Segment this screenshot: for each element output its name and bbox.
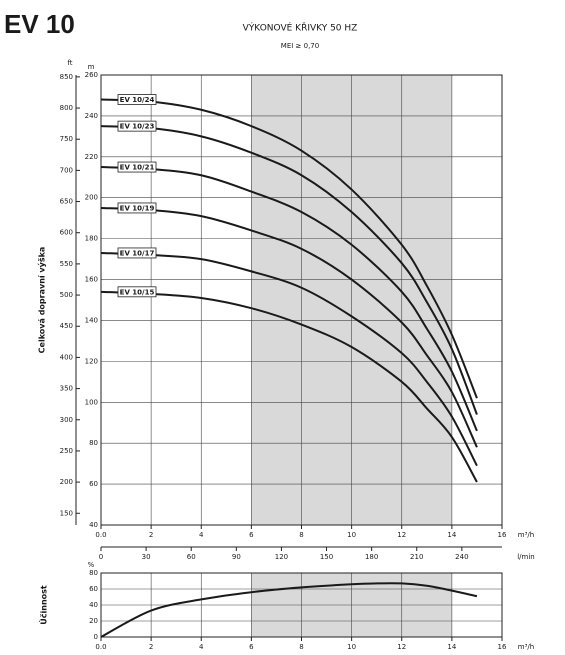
curve (100, 206, 478, 448)
y-tick-label: 140 (85, 316, 98, 324)
curve-label-box (117, 286, 157, 298)
curve-label-box (117, 202, 157, 214)
x-tick-label: 14 (447, 643, 456, 651)
y-tick-label: 40 (89, 521, 98, 529)
curve-label: EV 10/15 (120, 288, 155, 296)
y-tick-label: 60 (89, 585, 98, 593)
y-unit: % (88, 561, 95, 569)
y2-tick-label: 550 (60, 260, 73, 268)
x2-tick-label: 240 (455, 553, 468, 561)
x-tick-label: 4 (199, 643, 204, 651)
y-unit: m (88, 63, 95, 71)
curve-label: EV 10/23 (120, 123, 155, 131)
y-tick-label: 160 (85, 276, 98, 284)
x2-tick-label: 180 (365, 553, 378, 561)
y-axis-label: Celková dopravní výška (37, 247, 47, 354)
x2-tick-label: 210 (410, 553, 423, 561)
y-tick-label: 20 (89, 617, 98, 625)
chart-title: VÝKONOVÉ KŘIVKY 50 HZ (243, 22, 358, 34)
y2-tick-label: 600 (60, 229, 73, 237)
y-tick-label: 200 (85, 194, 98, 202)
x-tick-label: 12 (397, 643, 406, 651)
curve-label-box (117, 94, 157, 105)
x-unit: m³/h (518, 531, 534, 539)
x-tick-label: 12 (397, 531, 406, 539)
curve-label-box (117, 247, 157, 259)
x2-tick-label: 90 (232, 553, 241, 561)
y2-unit: ft (67, 59, 72, 67)
x-tick-label: 0.0 (95, 643, 106, 651)
x-tick-label: 16 (498, 643, 507, 651)
curve (100, 251, 478, 467)
curve (100, 166, 478, 432)
y-tick-label: 40 (89, 601, 98, 609)
y-tick-label: 220 (85, 153, 98, 161)
x-tick-label: 6 (249, 531, 254, 539)
y-tick-label: 0 (94, 633, 98, 641)
y2-tick-label: 150 (60, 509, 73, 517)
x2-tick-label: 30 (142, 553, 151, 561)
y2-tick-label: 350 (60, 385, 73, 393)
x-unit: m³/h (518, 643, 534, 651)
x2-tick-label: 150 (320, 553, 333, 561)
y2-tick-label: 650 (60, 198, 73, 206)
y2-tick-label: 200 (60, 478, 73, 486)
y2-tick-label: 250 (60, 447, 73, 455)
x-tick-label: 2 (149, 531, 153, 539)
x2-unit: l/min (517, 553, 535, 561)
y2-tick-label: 850 (60, 73, 73, 81)
x2-tick-label: 0 (99, 553, 103, 561)
x-tick-label: 10 (347, 531, 356, 539)
curve-label: EV 10/21 (120, 164, 155, 172)
x-tick-label: 10 (347, 643, 356, 651)
curve-label: EV 10/19 (120, 204, 155, 212)
plot-frame (100, 572, 503, 638)
curve (100, 125, 478, 415)
x-tick-label: 0.0 (95, 531, 106, 539)
page-title: EV 10 (4, 9, 75, 39)
y2-tick-label: 400 (60, 353, 73, 361)
y-tick-label: 100 (85, 398, 98, 406)
chart-subtitle: MEI ≥ 0,70 (281, 42, 319, 50)
curve (100, 582, 478, 638)
y2-tick-label: 750 (60, 135, 73, 143)
y2-tick-label: 800 (60, 104, 73, 112)
x2-tick-label: 60 (187, 553, 196, 561)
curve-label: EV 10/17 (120, 249, 155, 257)
x-tick-label: 6 (249, 643, 254, 651)
y-tick-label: 80 (89, 569, 98, 577)
y-tick-label: 80 (89, 439, 98, 447)
x-tick-label: 14 (447, 531, 456, 539)
y2-tick-label: 500 (60, 291, 73, 299)
y-tick-label: 260 (85, 71, 98, 79)
x-tick-label: 8 (299, 643, 303, 651)
x-tick-label: 16 (498, 531, 507, 539)
plot-frame (100, 74, 503, 526)
y-tick-label: 120 (85, 357, 98, 365)
y-tick-label: 60 (89, 480, 98, 488)
y-axis-label: Účinnost (38, 585, 49, 625)
y2-tick-label: 450 (60, 322, 73, 330)
curve-label-box (117, 120, 157, 132)
curve (100, 98, 478, 399)
curve-label-box (117, 161, 157, 173)
y-tick-label: 240 (85, 112, 98, 120)
x-tick-label: 2 (149, 643, 153, 651)
y-tick-label: 180 (85, 235, 98, 243)
y2-tick-label: 700 (60, 166, 73, 174)
x2-tick-label: 120 (275, 553, 288, 561)
curve-label: EV 10/24 (120, 96, 155, 104)
x-tick-label: 8 (299, 531, 303, 539)
x-tick-label: 4 (199, 531, 204, 539)
y2-tick-label: 300 (60, 416, 73, 424)
curve (100, 290, 478, 483)
